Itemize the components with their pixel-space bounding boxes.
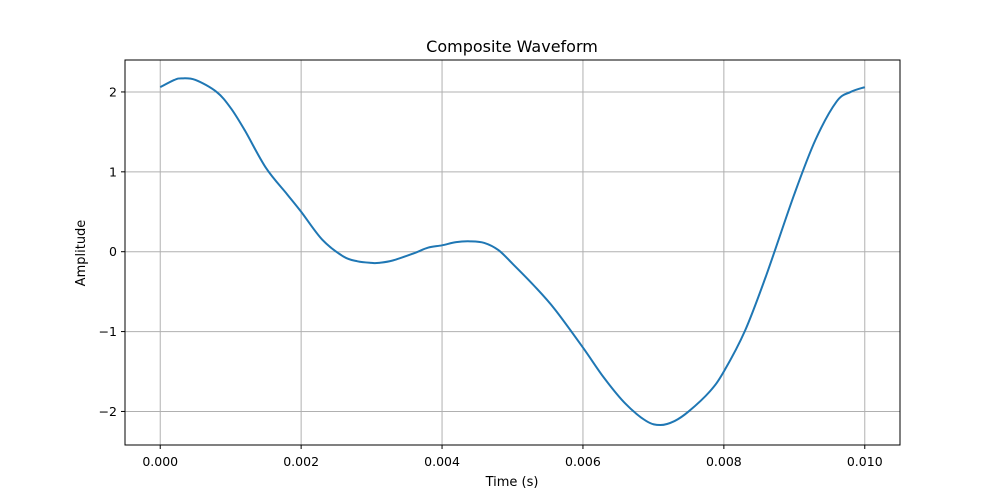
y-axis-label: Amplitude <box>74 220 89 287</box>
x-axis: 0.000 0.002 0.004 0.006 0.008 0.010 <box>142 445 883 469</box>
x-tick-label: 0.006 <box>565 454 601 469</box>
x-tick-label: 0.000 <box>142 454 178 469</box>
y-tick-label: 1 <box>109 164 117 179</box>
x-tick-label: 0.002 <box>283 454 319 469</box>
y-tick-label: −1 <box>99 324 117 339</box>
y-axis: −2 −1 0 1 2 <box>99 84 125 419</box>
y-tick-label: 2 <box>109 84 117 99</box>
y-tick-label: 0 <box>109 244 117 259</box>
x-tick-label: 0.008 <box>706 454 742 469</box>
chart-title: Composite Waveform <box>426 37 598 56</box>
grid-lines <box>125 60 900 445</box>
x-tick-label: 0.010 <box>847 454 883 469</box>
y-tick-label: −2 <box>99 404 117 419</box>
waveform-line <box>159 77 866 427</box>
x-axis-label: Time (s) <box>485 475 539 490</box>
x-tick-label: 0.004 <box>424 454 460 469</box>
plot-area-frame <box>124 59 901 446</box>
